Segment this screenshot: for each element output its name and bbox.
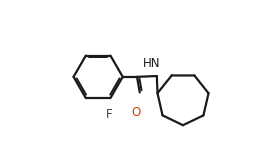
- Text: O: O: [132, 106, 141, 119]
- Text: HN: HN: [143, 57, 161, 70]
- Text: F: F: [106, 108, 113, 121]
